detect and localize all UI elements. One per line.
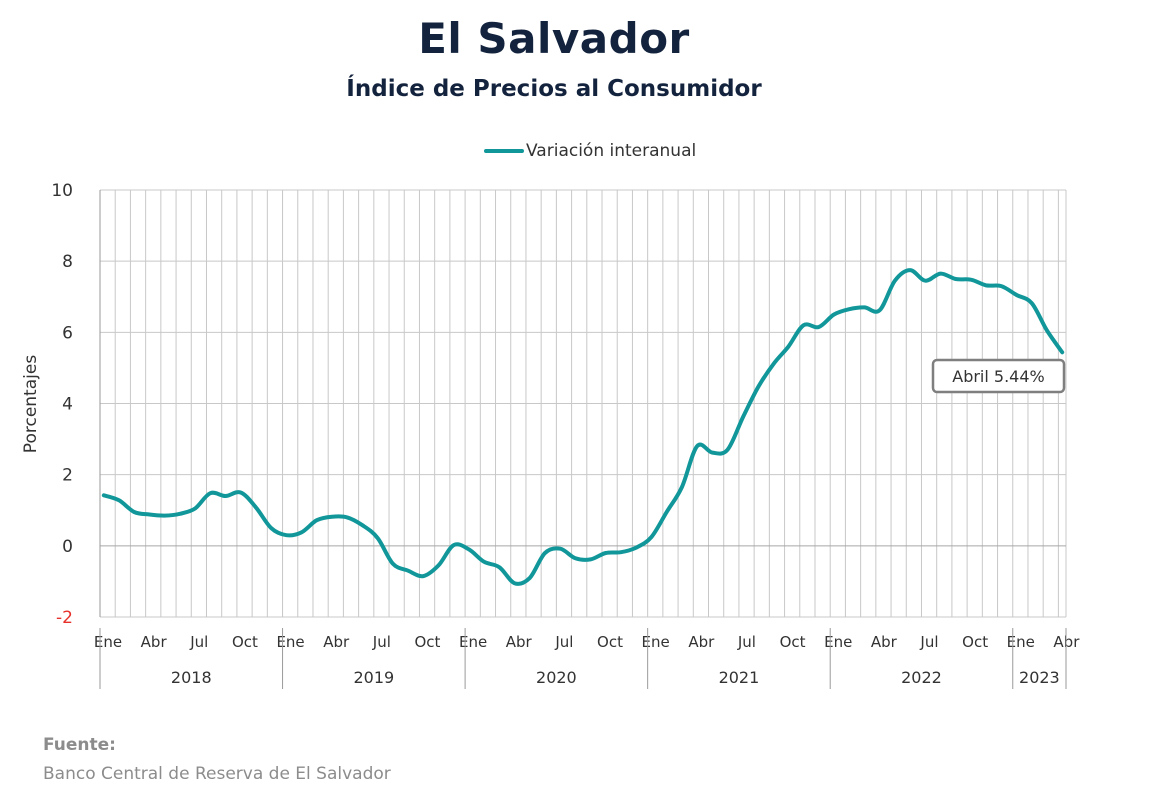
- y-tick-label: 6: [62, 323, 73, 343]
- annotation-box: [931, 358, 1066, 394]
- year-label: 2018: [171, 668, 212, 687]
- x-tick-label: Oct: [414, 633, 440, 651]
- y-tick-label: 2: [62, 466, 73, 486]
- x-tick-label: Oct: [780, 633, 806, 651]
- y-tick-label: -2: [56, 608, 73, 628]
- year-label: 2020: [536, 668, 577, 687]
- x-tick-label: Ene: [642, 633, 670, 651]
- chart-title: El Salvador: [418, 14, 690, 63]
- x-tick-label: Jul: [372, 633, 391, 651]
- year-label: 2023: [1019, 668, 1060, 687]
- x-tick-label: Abr: [688, 633, 715, 651]
- series-line-variacion-interanual: [101, 268, 1065, 586]
- x-tick-label: Ene: [824, 633, 852, 651]
- legend-swatch: [484, 149, 524, 153]
- year-label: 2021: [719, 668, 760, 687]
- chart-subtitle: Índice de Precios al Consumidor: [346, 76, 762, 102]
- x-tick-label: Abr: [871, 633, 898, 651]
- y-tick-label: 10: [51, 181, 73, 201]
- y-tick-label: 4: [62, 395, 73, 415]
- x-tick-label: Abr: [506, 633, 533, 651]
- legend-label: Variación interanual: [526, 141, 697, 161]
- x-tick-label: Abr: [141, 633, 168, 651]
- x-tick-label: Oct: [232, 633, 258, 651]
- x-tick-label: Ene: [1007, 633, 1035, 651]
- year-label: 2019: [353, 668, 394, 687]
- x-tick-label: Jul: [737, 633, 756, 651]
- x-tick-label: Ene: [94, 633, 122, 651]
- x-tick-label: Abr: [323, 633, 350, 651]
- x-tick-label: Jul: [919, 633, 938, 651]
- legend: Variación interanual: [484, 140, 696, 162]
- year-label: 2022: [901, 668, 942, 687]
- x-tick-label: Abr: [1053, 633, 1080, 651]
- x-tick-label: Jul: [554, 633, 573, 651]
- x-tick-label: Jul: [189, 633, 208, 651]
- x-tick-label: Ene: [276, 633, 304, 651]
- x-tick-label: Oct: [962, 633, 988, 651]
- y-tick-label: 8: [62, 252, 73, 272]
- x-tick-label: Oct: [597, 633, 623, 651]
- source-label: Fuente:: [43, 735, 116, 755]
- x-tick-label: Ene: [459, 633, 487, 651]
- annotation-label: Abril 5.44%: [952, 367, 1044, 386]
- y-tick-label: 0: [62, 537, 73, 557]
- source-text: Banco Central de Reserva de El Salvador: [43, 764, 391, 784]
